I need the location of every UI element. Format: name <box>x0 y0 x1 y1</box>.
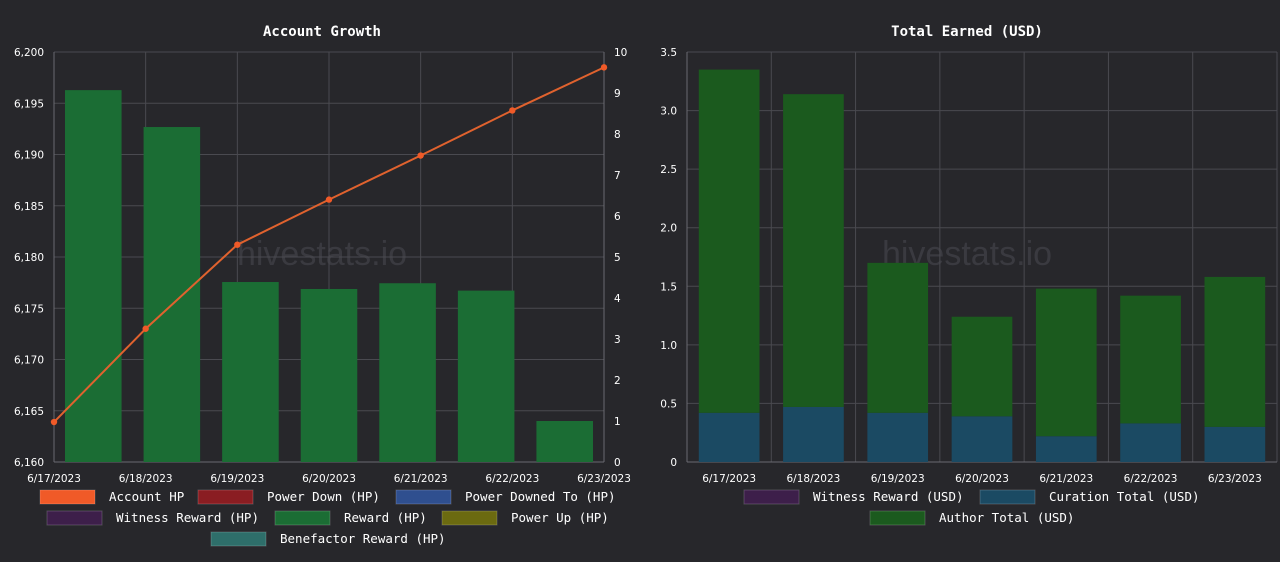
legend-swatch <box>46 510 103 526</box>
y-tick-label-right: 3 <box>614 334 621 346</box>
bar-author-total <box>951 316 1013 417</box>
legend-swatch <box>869 510 926 526</box>
bar-author-total <box>783 94 844 407</box>
y-tick-label: 2.0 <box>660 223 677 235</box>
chart-title: Account Growth <box>263 24 381 40</box>
legend-swatch <box>39 489 96 505</box>
y-tick-label-left: 6,185 <box>14 201 44 213</box>
y-tick-label-right: 0 <box>614 457 621 469</box>
chart-title: Total Earned (USD) <box>891 24 1043 40</box>
bar-reward-hp <box>536 421 593 462</box>
legend-swatch <box>395 489 452 505</box>
y-tick-label-left: 6,170 <box>14 355 44 367</box>
point-account-hp <box>600 64 608 71</box>
bar-author-total <box>1204 276 1266 427</box>
bar-author-total <box>1035 288 1097 437</box>
point-account-hp <box>234 241 241 248</box>
bar-curation-total <box>783 406 844 462</box>
y-tick-label-right: 7 <box>614 170 621 182</box>
y-tick-label-right: 9 <box>614 88 621 100</box>
x-tick-label: 6/21/2023 <box>394 473 448 485</box>
y-tick-label-left: 6,165 <box>14 406 44 418</box>
x-tick-label: 6/19/2023 <box>871 473 925 485</box>
bar-author-total <box>1120 295 1181 424</box>
y-tick-label: 1.0 <box>660 340 677 352</box>
x-tick-label: 6/23/2023 <box>1208 473 1262 485</box>
x-tick-label: 6/22/2023 <box>1124 473 1178 485</box>
bar-reward-hp <box>457 290 515 462</box>
x-tick-label: 6/20/2023 <box>955 473 1009 485</box>
y-tick-label: 3.0 <box>660 106 677 118</box>
bar-author-total <box>867 262 929 413</box>
legend-label: Author Total (USD) <box>939 510 1074 525</box>
bar-curation-total <box>698 412 760 462</box>
x-tick-label: 6/22/2023 <box>485 473 539 485</box>
point-account-hp <box>509 107 516 114</box>
legend-label: Reward (HP) <box>344 510 427 525</box>
bar-reward-hp <box>143 127 201 462</box>
legend-label: Benefactor Reward (HP) <box>280 531 446 546</box>
y-tick-label-left: 6,200 <box>14 47 44 59</box>
x-tick-label: 6/23/2023 <box>577 473 631 485</box>
point-account-hp <box>50 418 58 426</box>
bar-curation-total <box>951 416 1013 462</box>
y-tick-label: 1.5 <box>660 281 677 293</box>
y-tick-label: 0 <box>670 457 677 469</box>
y-tick-label: 3.5 <box>660 47 677 59</box>
legend-label: Witness Reward (HP) <box>116 510 259 525</box>
bar-reward-hp <box>379 283 436 462</box>
point-account-hp <box>325 196 333 203</box>
legend-label: Power Downed To (HP) <box>465 489 616 504</box>
bar-curation-total <box>1204 426 1266 462</box>
legend-label: Curation Total (USD) <box>1049 489 1200 504</box>
total-earned-chart: Total Earned (USD) hivestats.io 00.51.01… <box>660 24 1278 526</box>
legend-label: Power Up (HP) <box>511 510 609 525</box>
x-tick-label: 6/20/2023 <box>302 473 356 485</box>
y-tick-label-left: 6,160 <box>14 457 44 469</box>
x-tick-label: 6/19/2023 <box>210 473 264 485</box>
legend-swatch <box>441 510 498 526</box>
legend-swatch <box>197 489 254 505</box>
x-tick-label: 6/17/2023 <box>27 473 81 485</box>
y-tick-label-left: 6,190 <box>14 150 44 162</box>
y-tick-label-right: 6 <box>614 211 621 223</box>
y-tick-label-left: 6,175 <box>14 303 44 315</box>
bar-curation-total <box>867 412 929 462</box>
x-tick-label: 6/17/2023 <box>702 473 756 485</box>
y-tick-label-left: 6,180 <box>14 252 44 264</box>
bar-reward-hp <box>65 90 122 462</box>
point-account-hp <box>142 325 149 332</box>
legend-swatch <box>743 489 800 505</box>
y-tick-label-left: 6,195 <box>14 98 44 110</box>
account-growth-chart: Account Growth hivestats.io 6,160 6,165 6,… <box>14 24 631 547</box>
y-tick-label-right: 1 <box>614 416 621 428</box>
y-tick-label-right: 5 <box>614 252 621 264</box>
y-tick-label-right: 4 <box>614 293 621 305</box>
legend-label: Witness Reward (USD) <box>813 489 964 504</box>
x-tick-label: 6/18/2023 <box>787 473 841 485</box>
bar-curation-total <box>1035 436 1097 462</box>
y-tick-label: 2.5 <box>660 164 677 176</box>
point-account-hp <box>417 152 424 159</box>
bar-author-total <box>698 69 760 413</box>
bar-reward-hp <box>222 282 279 462</box>
x-tick-label: 6/21/2023 <box>1039 473 1093 485</box>
y-tick-label-right: 10 <box>614 47 627 59</box>
legend-swatch <box>274 510 331 526</box>
legend-swatch <box>210 531 267 547</box>
legend-label: Account HP <box>109 489 184 504</box>
x-tick-label: 6/18/2023 <box>119 473 173 485</box>
bar-curation-total <box>1120 423 1181 462</box>
y-tick-label-right: 8 <box>614 129 621 141</box>
watermark: hivestats.io <box>237 235 407 273</box>
legend-swatch <box>979 489 1036 505</box>
y-tick-label: 0.5 <box>660 398 677 410</box>
y-tick-label-right: 2 <box>614 375 621 387</box>
bar-reward-hp <box>300 288 358 462</box>
legend-label: Power Down (HP) <box>267 489 380 504</box>
